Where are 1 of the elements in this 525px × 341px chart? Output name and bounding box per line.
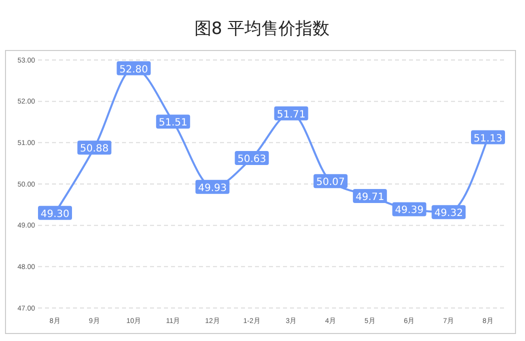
- chart-title: 图8 平均售价指数: [194, 19, 330, 39]
